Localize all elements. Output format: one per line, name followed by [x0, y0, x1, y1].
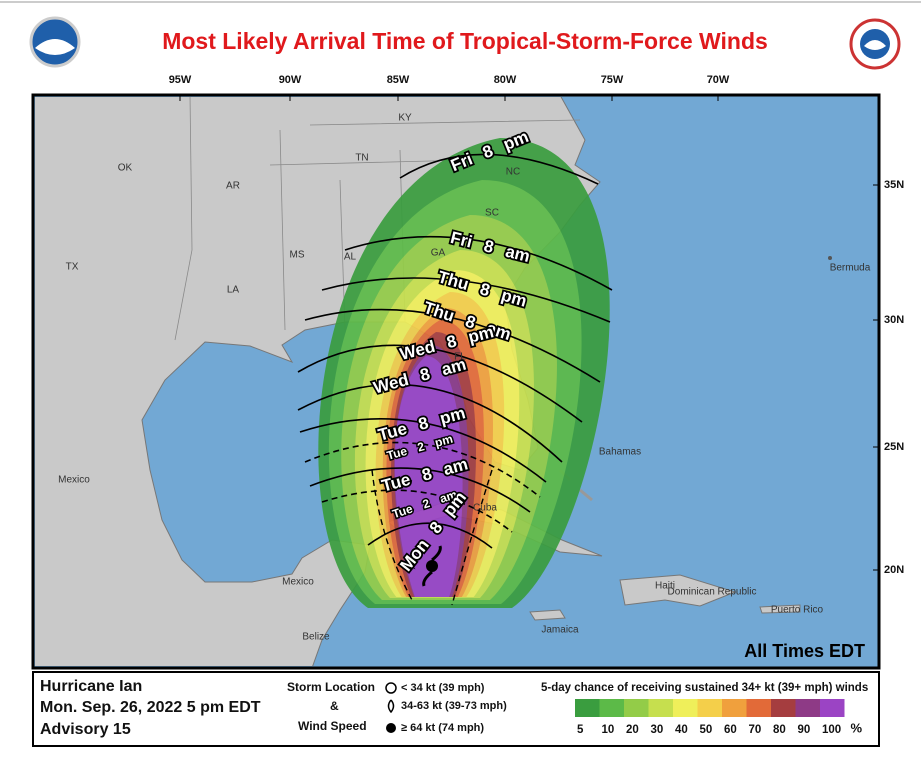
- scale-cell: [575, 699, 600, 717]
- isochrone-line: [309, 467, 531, 513]
- scale-cell: [673, 699, 698, 717]
- land-puerto-rico: [759, 604, 801, 614]
- place-label: OK: [118, 163, 133, 174]
- lon-label: 95W: [169, 74, 192, 86]
- storm-location: Storm Location: [287, 680, 375, 694]
- symbol-weak: [385, 682, 397, 694]
- land-jamaica: [529, 609, 566, 621]
- place-label: Belize: [302, 632, 330, 643]
- scale-cell: [697, 699, 722, 717]
- advisory: Advisory 15: [40, 721, 131, 738]
- lon-label: 85W: [387, 74, 410, 86]
- place-label: KY: [398, 113, 412, 124]
- isochrone-line: [297, 344, 583, 423]
- bermuda-dot: [828, 256, 832, 260]
- place-label: AL: [344, 252, 357, 263]
- map-body: [35, 97, 832, 666]
- scale-label: 90: [798, 724, 811, 736]
- issued: Mon. Sep. 26, 2022 5 pm EDT: [40, 699, 261, 716]
- place-label: Puerto Rico: [771, 605, 824, 616]
- cone-layer: [394, 356, 463, 597]
- scale-cell: [820, 699, 845, 717]
- symbol-label: 34-63 kt (39-73 mph): [401, 700, 507, 712]
- scale-cell: [624, 699, 649, 717]
- scale-label: 70: [749, 724, 762, 736]
- scale-cell: [722, 699, 747, 717]
- storm-name: Hurricane Ian: [40, 678, 142, 695]
- lat-label: 30N: [884, 314, 904, 326]
- place-label: Mexico: [282, 577, 314, 588]
- lat-label: 35N: [884, 179, 904, 191]
- nws-logo: [849, 18, 901, 70]
- scale-cell: [771, 699, 796, 717]
- scale-label: 5: [577, 724, 584, 736]
- isochrone-line: [299, 418, 547, 483]
- symbol-hurricane: [386, 723, 396, 733]
- place-label: NC: [506, 167, 520, 178]
- scale-label: 10: [602, 724, 615, 736]
- scale-cell: [599, 699, 624, 717]
- place-label: FL: [454, 352, 466, 363]
- place-label: Mexico: [58, 475, 90, 486]
- track-bound: [371, 469, 493, 606]
- place-label: Dominican Republic: [668, 587, 757, 598]
- isochrone-line: [297, 383, 563, 463]
- place-label: Bermuda: [830, 263, 871, 274]
- lon-label: 90W: [279, 74, 302, 86]
- isochrone-line: [399, 153, 599, 185]
- lon-label: 70W: [707, 74, 730, 86]
- isochrone-line: [304, 308, 601, 383]
- place-label: GA: [431, 248, 446, 259]
- scale-cell: [648, 699, 673, 717]
- place-label: Jamaica: [541, 625, 579, 636]
- isochrone-line: [367, 522, 493, 549]
- place-label: LA: [227, 285, 240, 296]
- place-label: Haiti: [655, 581, 675, 592]
- place-label: Bahamas: [599, 447, 641, 458]
- place-label: MS: [290, 250, 305, 261]
- symbol-label: ≥ 64 kt (74 mph): [401, 722, 484, 734]
- color-scale: 5 10 20 30 40 50 60 70 80 90 100%: [575, 699, 863, 736]
- time-note: All Times EDT: [744, 641, 865, 661]
- isochrones: [297, 153, 613, 606]
- scale-label: 80: [773, 724, 786, 736]
- amp: &: [330, 699, 339, 713]
- place-label: AR: [226, 181, 240, 192]
- land-hispaniola: [619, 574, 737, 607]
- place-label: TN: [355, 153, 368, 164]
- lon-label: 80W: [494, 74, 517, 86]
- symbol-ts: [387, 699, 395, 714]
- lat-label: 20N: [884, 564, 904, 576]
- isochrone-line: [321, 277, 611, 323]
- place-label: Cuba: [473, 503, 497, 514]
- scale-cell: [795, 699, 820, 717]
- symbol-label: < 34 kt (39 mph): [401, 682, 485, 694]
- isochrone-line: [321, 489, 513, 533]
- scale-label: 60: [724, 724, 737, 736]
- scale-label: 100: [822, 724, 841, 736]
- wind-speed: Wind Speed: [298, 719, 367, 733]
- scale-label: 40: [675, 724, 688, 736]
- place-label: SC: [485, 208, 499, 219]
- lat-label: 25N: [884, 441, 904, 453]
- scale-label: 20: [626, 724, 639, 736]
- storm-center: [422, 545, 442, 587]
- scale-cell: [746, 699, 771, 717]
- probability-cone: [318, 138, 610, 608]
- scale-label: 50: [700, 724, 713, 736]
- isochrone-line: [344, 235, 613, 291]
- scale-unit: %: [851, 720, 863, 735]
- scale-title: 5-day chance of receiving sustained 34+ …: [541, 682, 868, 694]
- place-label: TX: [66, 262, 79, 273]
- lon-label: 75W: [601, 74, 624, 86]
- noaa-logo: [29, 16, 81, 68]
- title: Most Likely Arrival Time of Tropical-Sto…: [162, 28, 768, 54]
- isochrone-line: [304, 441, 541, 498]
- scale-label: 30: [651, 724, 664, 736]
